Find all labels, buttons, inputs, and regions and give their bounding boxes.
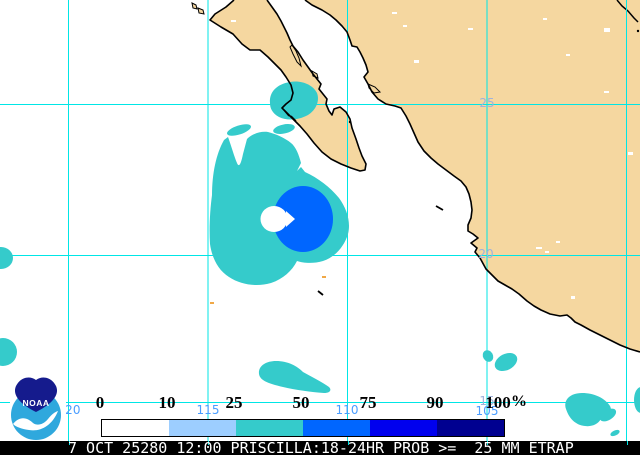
noaa-emblem-icon: NOAA — [11, 377, 61, 440]
mainland-mexico-land — [305, 0, 640, 352]
prob25-peninsula-blob — [269, 81, 318, 120]
longitude-label-115w: 115 — [196, 403, 220, 417]
baja-coastline — [209, 0, 367, 172]
islas-marias-dash — [435, 205, 444, 211]
map-canvas — [0, 0, 640, 441]
latitude-label-15n: 15 — [479, 394, 495, 408]
longitude-label-105w: 105 — [475, 404, 499, 418]
product-caption: 7 OCT 25280 12:00 PRISCILLA:18-24HR PROB… — [68, 439, 574, 455]
storm-eye-notch — [286, 211, 295, 227]
baja-peninsula-land — [210, 0, 366, 171]
magdalena-island-dashes — [283, 109, 297, 122]
prob25-left-edge-blob-2 — [0, 338, 17, 366]
cedros-island-2 — [197, 7, 205, 15]
noaa-logo-text: NOAA — [22, 398, 49, 408]
caption-bar: 7 OCT 25280 12:00 PRISCILLA:18-24HR PROB… — [0, 441, 640, 455]
prob50-core-blob — [273, 186, 333, 252]
noaa-logo: NOAA — [10, 374, 66, 441]
prob25-south-bean-blob — [258, 361, 331, 393]
prob25-small-dash — [273, 124, 295, 134]
coastlines — [209, 0, 640, 353]
islet-speck — [322, 276, 326, 278]
prob25-right-small-blob-2 — [494, 352, 518, 372]
prob25-spur-dash — [227, 124, 251, 136]
cedros-island-1 — [191, 2, 198, 10]
lake-specks — [231, 12, 633, 299]
gridline-tick — [347, 441, 349, 445]
prob25-right-edge-sliver — [634, 387, 640, 413]
river-line — [616, 0, 639, 23]
gridline-tick — [208, 441, 209, 445]
prob25-southeast-blob — [565, 393, 611, 427]
longitude-label-110w: 110 — [335, 403, 359, 417]
latitude-label-25n: 25 — [479, 96, 495, 110]
prob25-left-edge-blob-1 — [0, 247, 13, 269]
landmass-group — [191, 0, 640, 352]
islet-speck — [210, 302, 214, 304]
island-dot — [348, 120, 352, 124]
gridline-tick — [487, 441, 488, 445]
river-dot — [636, 29, 640, 33]
probability-contours — [0, 81, 640, 437]
gridline-tick — [626, 441, 628, 445]
prob25-southeast-dash — [610, 429, 620, 437]
prob25-southeast-tail — [599, 408, 617, 422]
mainland-coastline — [304, 0, 640, 353]
storm-eye-hole — [260, 206, 288, 232]
latitude-label-20n: 20 — [478, 247, 494, 261]
prob25-right-small-blob-1 — [482, 350, 494, 362]
isla-angel-island — [289, 44, 302, 68]
offshore-island-dash — [317, 290, 324, 296]
gridline-tick — [68, 441, 70, 445]
